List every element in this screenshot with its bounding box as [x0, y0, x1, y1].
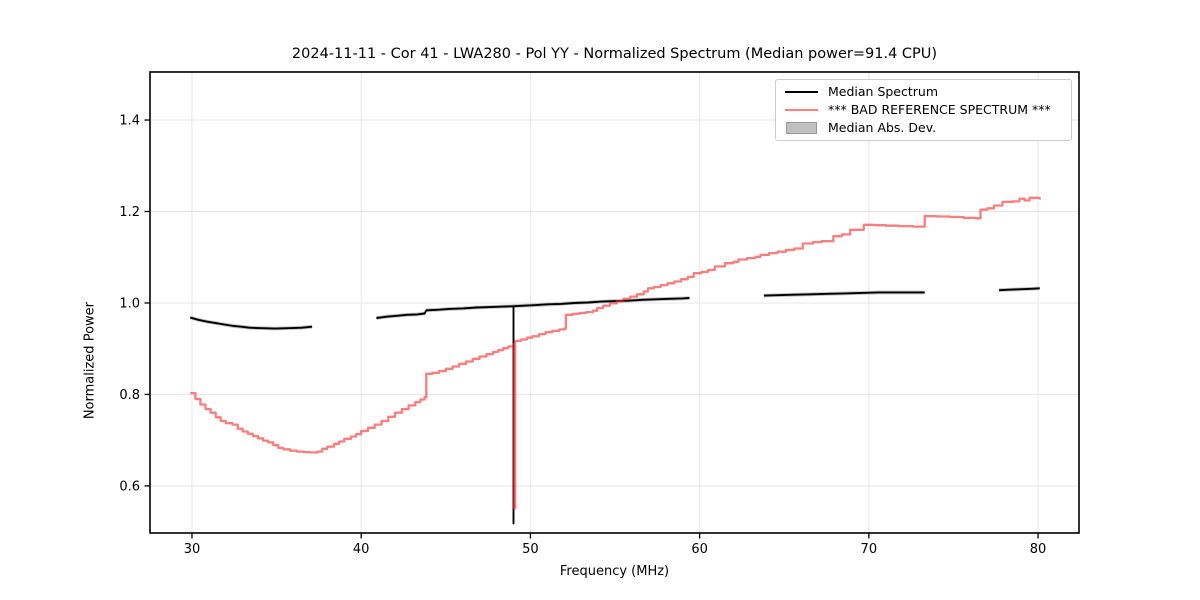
legend: Median Spectrum *** BAD REFERENCE SPECTR…: [775, 79, 1072, 141]
x-tick-label: 80: [1030, 542, 1047, 557]
legend-item-reference: *** BAD REFERENCE SPECTRUM ***: [785, 101, 1062, 119]
chart-title: 2024-11-11 - Cor 41 - LWA280 - Pol YY - …: [291, 46, 938, 62]
y-tick-label: 1.0: [119, 296, 140, 311]
y-tick-label: 0.8: [119, 388, 140, 403]
mad-band: [190, 315, 313, 331]
legend-item-mad: Median Abs. Dev.: [785, 119, 1062, 137]
legend-label-reference: *** BAD REFERENCE SPECTRUM ***: [828, 102, 1051, 117]
median-spectrum-line: [376, 296, 690, 525]
legend-line-sample-reference-icon: [785, 109, 818, 111]
x-tick-label: 70: [861, 542, 878, 557]
x-axis-label: Frequency (MHz): [559, 564, 670, 579]
median-spectrum-line: [763, 291, 925, 297]
y-tick-label: 1.2: [119, 205, 140, 220]
bad-reference-spectrum-line: [190, 196, 1041, 510]
median-spectrum-line: [190, 316, 313, 330]
y-tick-label: 0.6: [119, 479, 140, 494]
x-tick-label: 30: [184, 542, 201, 557]
legend-label-mad: Median Abs. Dev.: [828, 120, 937, 135]
x-tick-label: 60: [691, 542, 708, 557]
legend-item-median: Median Spectrum: [785, 83, 1062, 101]
legend-patch-sample-mad-icon: [785, 122, 818, 134]
legend-line-sample-median-icon: [785, 91, 818, 93]
legend-label-median: Median Spectrum: [828, 84, 939, 99]
median-spectrum-line: [999, 287, 1040, 292]
x-tick-label: 40: [353, 542, 370, 557]
x-tick-label: 50: [522, 542, 539, 557]
y-tick-label: 1.4: [119, 114, 140, 129]
y-axis-label-text: Normalized Power: [82, 301, 97, 420]
